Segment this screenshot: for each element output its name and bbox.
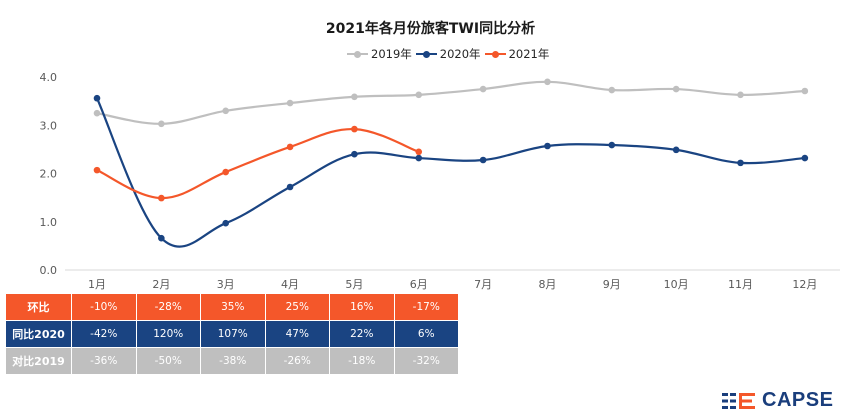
series-2021-point [286,143,294,151]
table-cell: -17% [393,293,459,321]
series-2021-point [222,168,229,176]
series-2019-point [608,86,616,94]
series-2020-point [93,94,101,102]
series-lines [95,80,806,248]
table-row: 环比 -10% -28% 35% 25% 16% -17% [5,293,459,321]
legend-marker-2019 [347,50,368,58]
series-2020-point [351,150,358,158]
x-tick-label: 3月 [217,278,235,291]
legend-item-2021[interactable]: 2021年 [484,46,550,62]
table-cell: -36% [71,347,137,375]
capse-logo-icon [722,392,755,409]
row-label: 对比2019 [5,347,72,375]
series-2020-point [479,156,487,164]
y-tick-label: 4.0 [40,71,58,84]
row-label: 环比 [5,293,72,321]
series-2020-point [415,154,423,162]
table-cell: 120% [135,320,201,348]
series-2020-point [222,219,229,227]
series-2021-point [415,148,423,156]
series-2019-point [801,87,809,95]
x-tick-label: 8月 [538,278,556,291]
legend-label-2021: 2021年 [508,47,550,61]
legend-label-2019: 2019年 [371,47,412,61]
table-cell: -18% [329,347,395,375]
table-cell: -50% [135,347,201,375]
x-tick-label: 11月 [728,278,753,291]
series-points [93,78,809,242]
table-cell: 6% [393,320,459,348]
x-tick-label: 1月 [88,278,106,291]
series-2019-point [158,120,165,128]
x-tick-label: 4月 [281,278,299,291]
series-2021-point [351,125,358,133]
table-cell: 22% [329,320,395,348]
y-tick-label: 0.0 [40,264,58,277]
table-row: 对比2019 -36% -50% -38% -26% -18% -32% [5,347,459,375]
series-2019-point [415,91,423,99]
series-2019-point [93,109,101,117]
x-tick-label: 2月 [152,278,170,291]
comparison-table: 环比 -10% -28% 35% 25% 16% -17% 同比2020 -42% 120% 107… [5,293,459,375]
table-cell: 47% [264,320,330,348]
chart-legend: 2019年 2020年 2021年 [347,46,553,62]
series-2020-point [286,183,294,191]
series-2020-point [672,146,680,154]
x-tick-label: 10月 [664,278,689,291]
x-tick-label: 12月 [792,278,817,291]
series-2020-point [801,154,809,162]
series-2020-line [95,97,806,248]
table-cell: -38% [200,347,266,375]
table-cell: -10% [71,293,137,321]
series-2019-line [95,80,806,125]
series-2020-point [608,141,616,149]
table-cell: 25% [264,293,330,321]
y-tick-label: 3.0 [40,119,58,132]
y-tick-label: 2.0 [40,168,58,181]
legend-marker-2020 [415,50,437,58]
table-cell: 107% [200,320,266,348]
logo-text: CAPSE [762,389,834,411]
x-tick-label: 7月 [474,278,492,291]
table-cell: -26% [264,347,330,375]
legend-marker-2021 [484,50,506,58]
capse-logo: CAPSE [722,389,833,412]
series-2020-point [158,234,165,242]
series-2021-line [95,128,420,200]
x-tick-label: 9月 [603,278,621,291]
table-cell: 16% [329,293,395,321]
series-2020-point [544,142,551,150]
legend-item-2019[interactable]: 2019年 [347,46,412,62]
series-2019-point [222,107,229,115]
series-2019-point [479,85,487,93]
series-2019-point [672,85,680,93]
x-tick-label: 5月 [345,278,363,291]
series-2020-point [737,159,744,167]
series-2019-point [737,91,744,99]
table-cell: -32% [393,347,459,375]
legend-label-2020: 2020年 [439,47,481,61]
series-2021-point [158,194,165,202]
y-tick-label: 1.0 [40,216,58,229]
legend-item-2020[interactable]: 2020年 [415,46,481,62]
table-cell: -42% [71,320,137,348]
table-cell: 35% [200,293,266,321]
series-2019-point [286,99,294,107]
table-cell: -28% [135,293,201,321]
line-chart: 0.0 1.0 2.0 3.0 4.0 1月 2月 3月 4月 5月 6月 7月 8月 9月 10月 11月 1… [40,71,840,291]
series-2021-point [93,166,101,174]
row-label: 同比2020 [5,320,72,348]
table-row: 同比2020 -42% 120% 107% 47% 22% 6% [5,320,459,348]
series-2019-point [544,78,551,86]
series-2019-point [351,93,358,101]
x-tick-label: 6月 [410,278,428,291]
axes: 0.0 1.0 2.0 3.0 4.0 1月 2月 3月 4月 5月 6月 7月 8月 9月 10月 11月 1… [40,71,840,291]
chart-title: 2021年各月份旅客TWI同比分析 [325,21,536,37]
